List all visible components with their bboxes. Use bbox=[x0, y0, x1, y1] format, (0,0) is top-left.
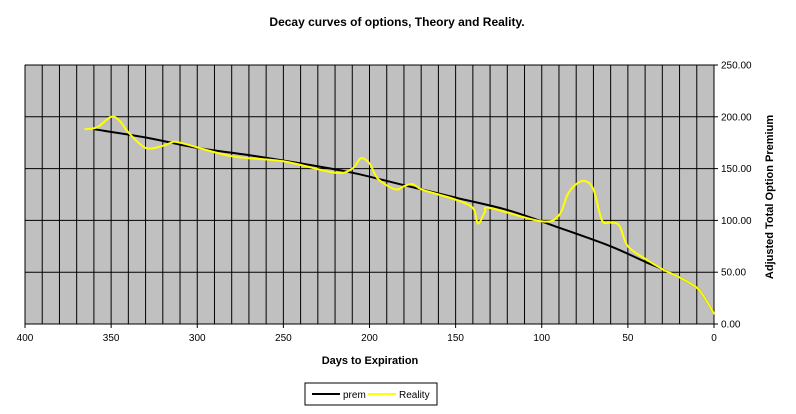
series-line-reality bbox=[84, 115, 715, 315]
legend: prem Reality bbox=[304, 382, 438, 406]
x-tick-label: 150 bbox=[447, 333, 464, 344]
y-tick-label: 150.00 bbox=[721, 164, 752, 175]
series-lines bbox=[84, 115, 715, 315]
x-axis-label: Days to Expiration bbox=[322, 355, 419, 367]
chart-title: Decay curves of options, Theory and Real… bbox=[269, 15, 524, 29]
y-tick-label: 50.00 bbox=[721, 268, 746, 279]
y-tick-label: 250.00 bbox=[721, 61, 752, 72]
x-tick-label: 350 bbox=[103, 333, 120, 344]
y-axis-label: Adjusted Total Option Premium bbox=[764, 115, 776, 279]
y-tick-label: 100.00 bbox=[721, 216, 752, 227]
x-tick-label: 400 bbox=[17, 333, 34, 344]
legend-label-reality: Reality bbox=[399, 390, 430, 401]
grid-lines bbox=[24, 64, 715, 325]
x-tick-label: 50 bbox=[622, 333, 634, 344]
y-tick-label: 0.00 bbox=[721, 320, 741, 331]
x-axis-ticks: 400 350 300 250 200 150 100 50 0 bbox=[17, 324, 717, 344]
x-tick-label: 200 bbox=[361, 333, 378, 344]
y-axis-ticks: 0.00 50.00 100.00 150.00 200.00 250.00 bbox=[714, 61, 752, 331]
x-tick-label: 100 bbox=[533, 333, 550, 344]
legend-label-prem: prem bbox=[343, 390, 366, 401]
x-tick-label: 250 bbox=[275, 333, 292, 344]
y-tick-label: 200.00 bbox=[721, 112, 752, 123]
x-tick-label: 0 bbox=[711, 333, 717, 344]
x-tick-label: 300 bbox=[189, 333, 206, 344]
